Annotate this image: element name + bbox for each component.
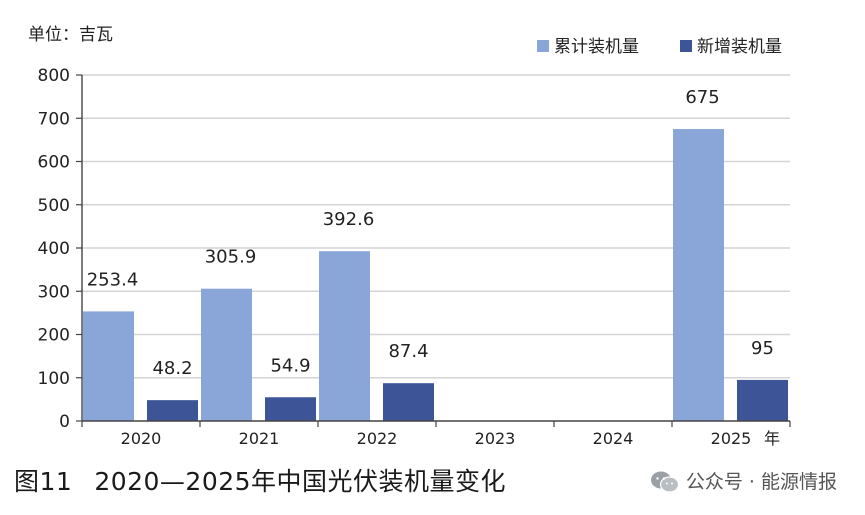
bar-cumulative-2021	[201, 288, 252, 421]
data-label: 675	[685, 87, 719, 108]
y-tick-label: 300	[38, 282, 70, 302]
y-tick-label: 200	[38, 326, 70, 346]
x-tick-label: 2023	[475, 429, 516, 448]
x-tick-label: 2021	[239, 429, 280, 448]
data-label: 54.9	[270, 355, 310, 376]
gridlines	[82, 74, 790, 379]
y-tick-label: 0	[59, 412, 70, 432]
bars	[83, 129, 788, 421]
y-tick-label: 600	[38, 153, 70, 173]
x-tick-label: 2020	[121, 429, 162, 448]
x-tick-label: 2022	[357, 429, 398, 448]
legend-swatch	[537, 40, 549, 52]
data-label: 253.4	[87, 269, 139, 290]
data-label: 392.6	[323, 209, 375, 230]
data-label: 48.2	[152, 358, 192, 379]
bar-new-2020	[147, 400, 198, 421]
figure-number: 图11	[14, 467, 73, 496]
y-tick-label: 100	[38, 369, 70, 389]
bar-cumulative-2022	[319, 251, 370, 421]
x-unit-label: 年	[764, 429, 780, 448]
watermark-text: 公众号 · 能源情报	[685, 471, 837, 493]
figure-title: 2020—2025年中国光伏装机量变化	[94, 467, 507, 496]
y-axis-ticks: 0 100 200 300 400 500 600 700 800	[38, 66, 82, 432]
bar-new-2021	[265, 397, 316, 421]
data-labels: 253.4 48.2 305.9 54.9 392.6 87.4 675 95	[87, 87, 774, 379]
y-unit-label: 单位：吉瓦	[28, 25, 113, 45]
y-tick-label: 400	[38, 239, 70, 259]
x-tick-label: 2025	[711, 429, 752, 448]
y-tick-label: 700	[38, 109, 70, 129]
bar-new-2025	[737, 379, 788, 421]
bar-cumulative-2020	[83, 311, 134, 421]
data-label: 87.4	[388, 341, 428, 362]
y-tick-label: 800	[38, 66, 70, 86]
legend-swatch	[680, 40, 692, 52]
legend-label: 新增装机量	[697, 37, 782, 57]
data-label: 305.9	[205, 247, 257, 268]
watermark: 公众号 · 能源情报	[650, 466, 837, 498]
figure-caption: 图11 2020—2025年中国光伏装机量变化	[14, 462, 506, 502]
x-axis: 2020 2021 2022 2023 2024 2025	[81, 75, 791, 448]
x-tick-label: 2024	[593, 429, 634, 448]
legend-label: 累计装机量	[554, 37, 639, 57]
legend: 累计装机量 新增装机量	[537, 37, 782, 57]
y-tick-label: 500	[38, 196, 70, 216]
wechat-icon	[650, 470, 680, 494]
bar-new-2022	[383, 383, 434, 421]
data-label: 95	[751, 338, 774, 359]
bar-chart: 单位：吉瓦 累计装机量 新增装机量 0 100 200 300 400 500 600 700 8…	[28, 25, 791, 448]
bar-cumulative-2025	[673, 129, 724, 421]
